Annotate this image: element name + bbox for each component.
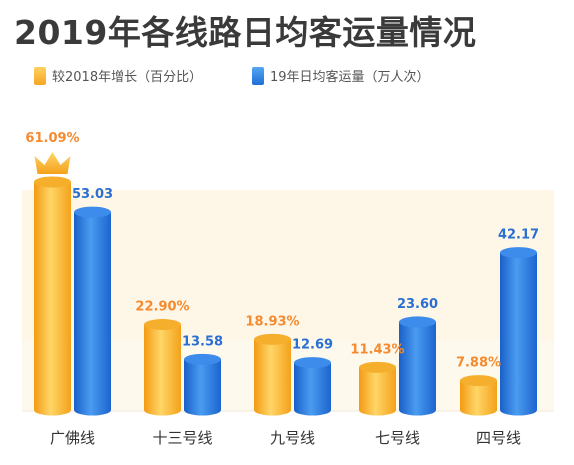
data-label-volume: 53.03 <box>72 187 113 202</box>
data-label-volume: 42.17 <box>498 228 539 243</box>
bar-body <box>184 359 221 416</box>
bar-top <box>34 176 71 188</box>
bar-top <box>254 333 291 345</box>
bar-volume <box>74 206 111 416</box>
data-label-growth: 18.93% <box>245 314 299 329</box>
data-label-growth: 61.09% <box>25 131 79 146</box>
bar-body <box>34 182 71 416</box>
bar-growth <box>254 333 291 416</box>
category-label: 七号线 <box>375 429 420 447</box>
data-label-volume: 12.69 <box>292 338 333 353</box>
bar-top <box>184 353 221 365</box>
bar-growth <box>359 361 396 416</box>
bar-volume <box>184 353 221 416</box>
bar-body <box>359 367 396 416</box>
data-label-volume: 23.60 <box>397 297 438 312</box>
legend-growth: 较2018年增长（百分比） <box>34 66 202 85</box>
bar-volume <box>294 357 331 416</box>
bar-body <box>74 212 111 416</box>
bar-body <box>144 324 181 416</box>
bar-growth <box>144 319 181 416</box>
bar-body <box>500 252 537 416</box>
bar-top <box>294 357 331 369</box>
crown-icon <box>34 152 71 174</box>
bars-layer <box>34 176 537 416</box>
bar-top <box>460 375 497 387</box>
chart-title: 2019年各线路日均客运量情况 <box>14 13 477 52</box>
bar-growth <box>34 176 71 416</box>
bar-top <box>74 206 111 218</box>
data-label-growth: 22.90% <box>135 300 189 315</box>
bar-body <box>399 321 436 416</box>
data-label-growth: 11.43% <box>350 342 404 357</box>
bar-top <box>359 361 396 373</box>
bar-volume <box>399 316 436 416</box>
bar-top <box>500 247 537 259</box>
bar-growth <box>460 375 497 416</box>
legend-swatch-volume <box>252 66 264 85</box>
category-label: 十三号线 <box>152 429 212 447</box>
bar-top <box>144 319 181 331</box>
labels-layer: 61.09% 53.03 广佛线 22.90% 13.58 十三号线 18.93% 12.69… <box>25 131 539 447</box>
bar-top <box>399 316 436 328</box>
bar-volume <box>500 247 537 416</box>
category-label: 广佛线 <box>50 429 95 447</box>
legend-volume: 19年日均客运量（万人次） <box>252 66 430 85</box>
data-label-growth: 7.88% <box>456 356 501 371</box>
legend-label-volume: 19年日均客运量（万人次） <box>270 70 430 85</box>
bar-body <box>460 380 497 416</box>
bar-body <box>254 339 291 416</box>
legend-label-growth: 较2018年增长（百分比） <box>52 70 203 85</box>
bar-body <box>294 362 331 416</box>
legend-swatch-growth <box>34 66 46 85</box>
category-label: 九号线 <box>270 429 315 447</box>
category-label: 四号线 <box>476 429 521 447</box>
data-label-volume: 13.58 <box>182 334 223 349</box>
